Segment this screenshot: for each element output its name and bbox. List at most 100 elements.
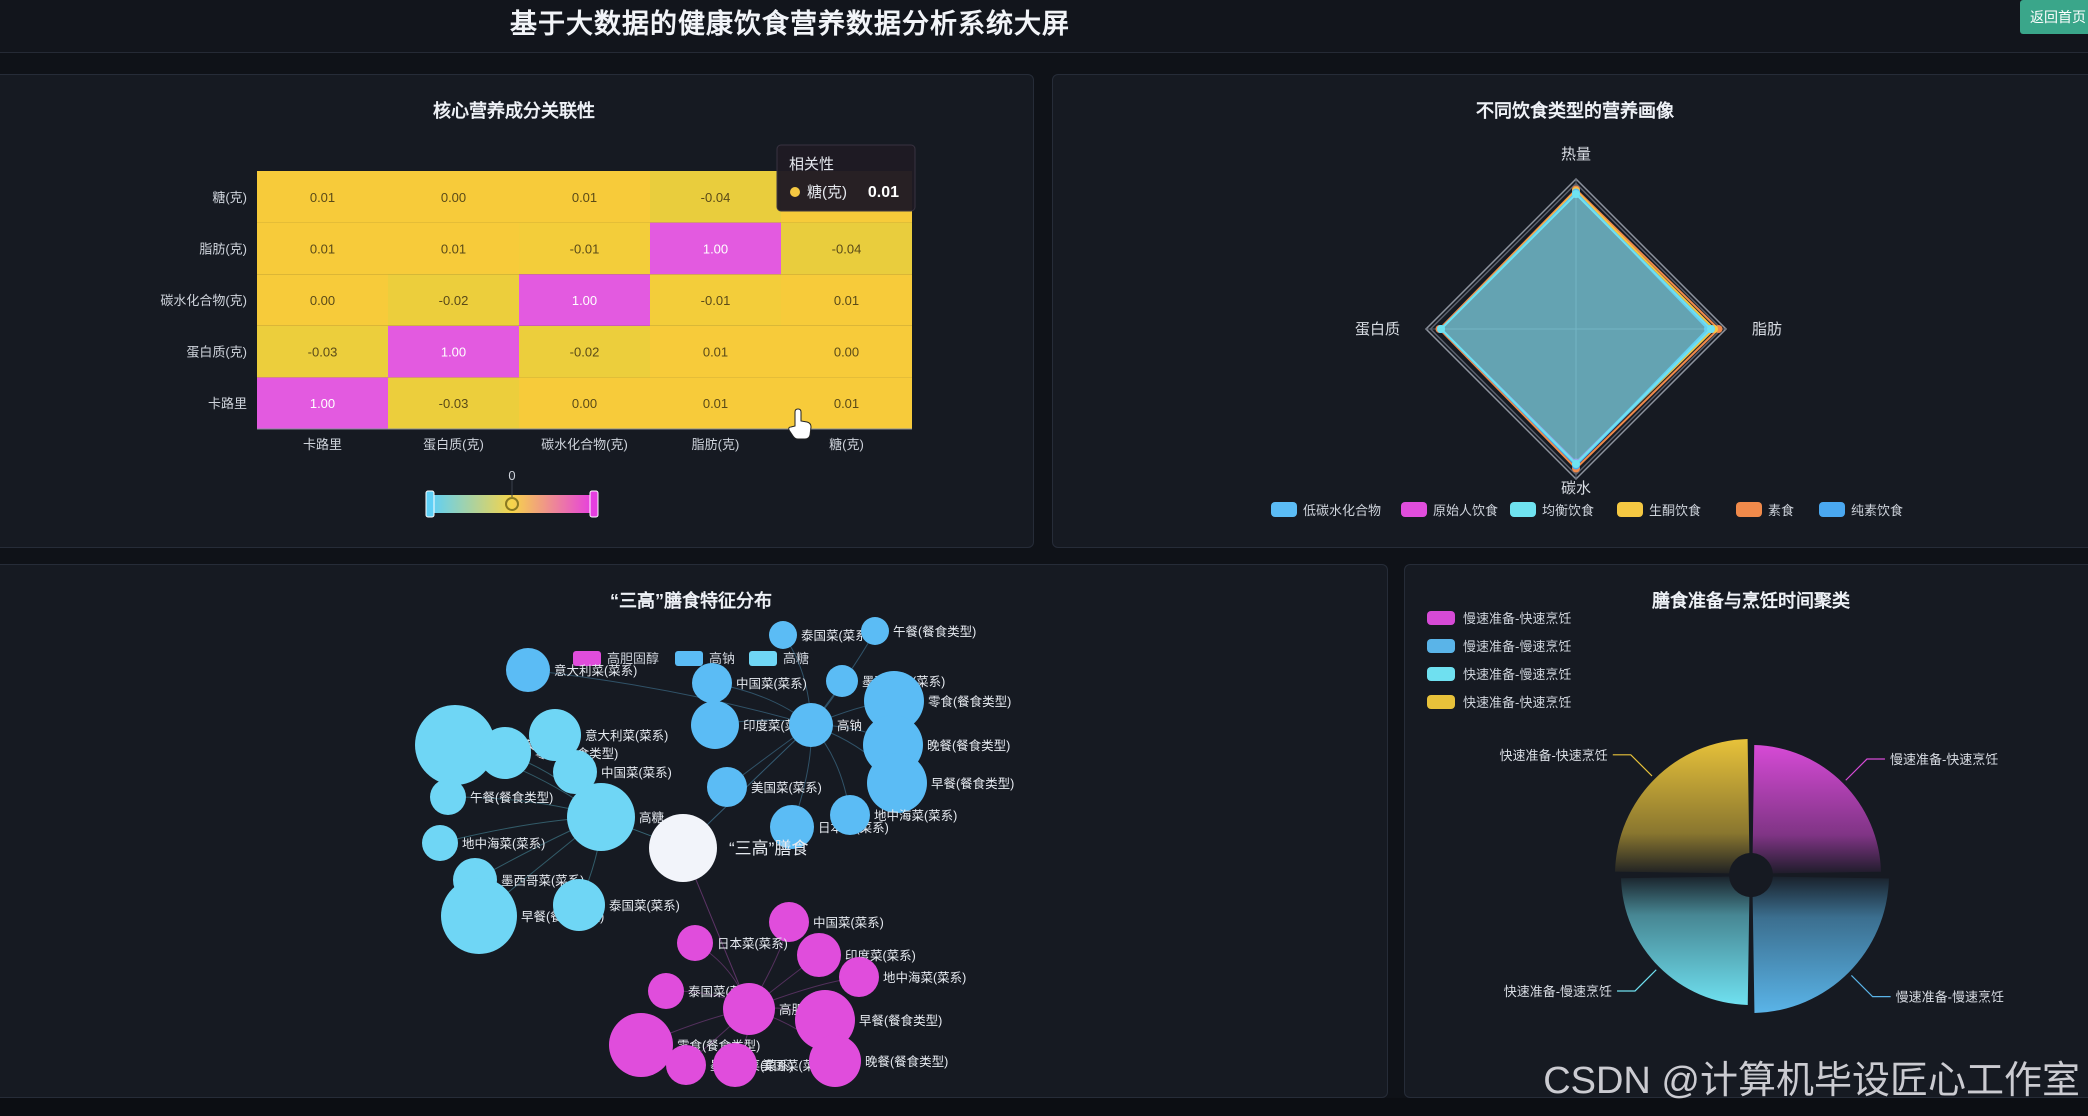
heatmap-x-tick: 碳水化合物(克): [541, 437, 628, 452]
radar-point: [1437, 325, 1445, 333]
graph-legend-label[interactable]: 高钠: [709, 651, 735, 666]
pie-label-line: [1845, 758, 1885, 781]
graph-node[interactable]: [506, 648, 550, 692]
graph-legend-swatch[interactable]: [675, 651, 703, 666]
graph-node[interactable]: [567, 783, 635, 851]
radar-legend-label[interactable]: 纯素饮食: [1851, 503, 1903, 518]
heatmap-cell-label: 0.01: [834, 293, 859, 308]
graph-node[interactable]: [789, 703, 833, 747]
radar-indicator-label: 碳水: [1561, 480, 1591, 497]
pie-legend-swatch[interactable]: [1427, 639, 1455, 653]
graph-node[interactable]: [861, 617, 889, 645]
pie-legend-swatch[interactable]: [1427, 611, 1455, 625]
graph-node[interactable]: [826, 665, 858, 697]
heatmap-cell: [519, 325, 650, 378]
graph-node[interactable]: [441, 878, 517, 954]
graph-node[interactable]: [707, 767, 747, 807]
graph-node[interactable]: [666, 1045, 706, 1085]
heatmap-cell: [257, 171, 388, 223]
graph-node[interactable]: [479, 727, 531, 779]
graph-node[interactable]: [553, 750, 597, 794]
graph-node[interactable]: [529, 709, 581, 761]
graph-node[interactable]: [867, 753, 927, 813]
radar-indicator-label: 脂肪: [1752, 321, 1782, 338]
graph-node[interactable]: [809, 1035, 861, 1087]
pie-legend-swatch[interactable]: [1427, 667, 1455, 681]
graph-node[interactable]: [769, 902, 809, 942]
radar-point: [1572, 460, 1580, 468]
heatmap-cell-label: 0.01: [572, 190, 597, 205]
graph-node[interactable]: [677, 925, 713, 961]
radar-legend-swatch[interactable]: [1617, 502, 1643, 517]
radar-legend-swatch[interactable]: [1401, 502, 1427, 517]
radar-legend-label[interactable]: 素食: [1768, 503, 1794, 518]
pie-slice-label: 快速准备-慢速烹饪: [1504, 984, 1612, 999]
heatmap-cell: [519, 171, 650, 223]
graph-node[interactable]: [839, 957, 879, 997]
pie-legend-label[interactable]: 快速准备-慢速烹饪: [1463, 667, 1571, 682]
heatmap-y-tick: 蛋白质(克): [186, 345, 247, 360]
radar-legend-swatch[interactable]: [1736, 502, 1762, 517]
heatmap-y-tick: 脂肪(克): [199, 241, 247, 256]
graph-node[interactable]: [713, 1043, 757, 1087]
heatmap-cell: [519, 222, 650, 275]
graph-node[interactable]: [691, 701, 739, 749]
pie-slice[interactable]: [1752, 876, 1889, 1013]
visualmap-handle-max[interactable]: [589, 490, 599, 518]
graph-node[interactable]: [770, 805, 814, 849]
pie-legend-label[interactable]: 慢速准备-慢速烹饪: [1463, 639, 1571, 654]
graph-node[interactable]: [422, 825, 458, 861]
heatmap-x-tick: 脂肪(克): [692, 437, 740, 452]
visualmap-bar: [431, 495, 593, 513]
heatmap-cell-label: 0.01: [703, 396, 728, 411]
graph-node[interactable]: [609, 1013, 673, 1077]
graph-legend-label[interactable]: 高糖: [783, 651, 809, 666]
heatmap-cell: [650, 171, 781, 223]
graph-node[interactable]: [723, 983, 775, 1035]
graph-node[interactable]: [415, 705, 495, 785]
graph-node[interactable]: [830, 795, 870, 835]
radar-legend-label[interactable]: 低碳水化合物: [1303, 503, 1381, 518]
back-home-button[interactable]: 返回首页: [2020, 0, 2088, 34]
graph-node[interactable]: [795, 990, 855, 1050]
pie-legend-label[interactable]: 快速准备-快速烹饪: [1463, 695, 1571, 710]
pie-label-line: [1850, 974, 1891, 998]
graph-node-label: 地中海菜(菜系): [874, 808, 957, 823]
graph-node[interactable]: [553, 879, 605, 931]
pie-chart: 慢速准备-快速烹饪慢速准备-慢速烹饪快速准备-慢速烹饪快速准备-快速烹饪慢速准备…: [1427, 611, 2004, 1013]
graph-node-label: 泰国菜(菜系): [801, 629, 872, 643]
graph-node[interactable]: [797, 933, 841, 977]
radar-legend-label[interactable]: 生酮饮食: [1649, 503, 1701, 518]
graph-chart: 高胆固醇高钠高糖泰国菜(菜系)午餐(餐食类型)意大利菜(菜系)中国菜(菜系)墨西…: [415, 617, 1014, 1087]
radar-legend-label[interactable]: 均衡饮食: [1542, 503, 1594, 518]
radar-legend-swatch[interactable]: [1819, 502, 1845, 517]
graph-legend-swatch[interactable]: [749, 651, 777, 666]
radar-legend-label[interactable]: 原始人饮食: [1433, 503, 1498, 518]
graph-node-label: 意大利菜(菜系): [554, 663, 637, 678]
graph-center-label: “三高”膳食: [729, 839, 808, 858]
heatmap-cell: [650, 377, 781, 429]
pie-legend-swatch[interactable]: [1427, 695, 1455, 709]
pie-slice[interactable]: [1615, 739, 1750, 874]
graph-node[interactable]: [430, 779, 466, 815]
pie-legend-label[interactable]: 慢速准备-快速烹饪: [1463, 611, 1571, 626]
graph-legend-label[interactable]: 高胆固醇: [607, 651, 659, 666]
heatmap-cell-label: 1.00: [310, 396, 335, 411]
graph-node[interactable]: [648, 973, 684, 1009]
radar-point: [1572, 190, 1580, 198]
graph-node-label: 美国菜(菜系): [751, 781, 822, 795]
heatmap-y-tick: 糖(克): [212, 190, 247, 205]
pie-slice[interactable]: [1752, 745, 1881, 874]
graph-node[interactable]: [769, 621, 797, 649]
graph-center-node[interactable]: [649, 814, 717, 882]
pie-slice-label: 快速准备-快速烹饪: [1499, 748, 1607, 763]
graph-legend-swatch[interactable]: [573, 651, 601, 666]
visualmap-handle-min[interactable]: [425, 490, 435, 518]
graph-node[interactable]: [692, 663, 732, 703]
radar-legend-swatch[interactable]: [1271, 502, 1297, 517]
pie-label-line: [1612, 754, 1653, 777]
graph-node[interactable]: [864, 671, 924, 731]
radar-legend-swatch[interactable]: [1510, 502, 1536, 517]
heatmap-cell: [388, 274, 519, 326]
pie-slice[interactable]: [1621, 876, 1750, 1005]
